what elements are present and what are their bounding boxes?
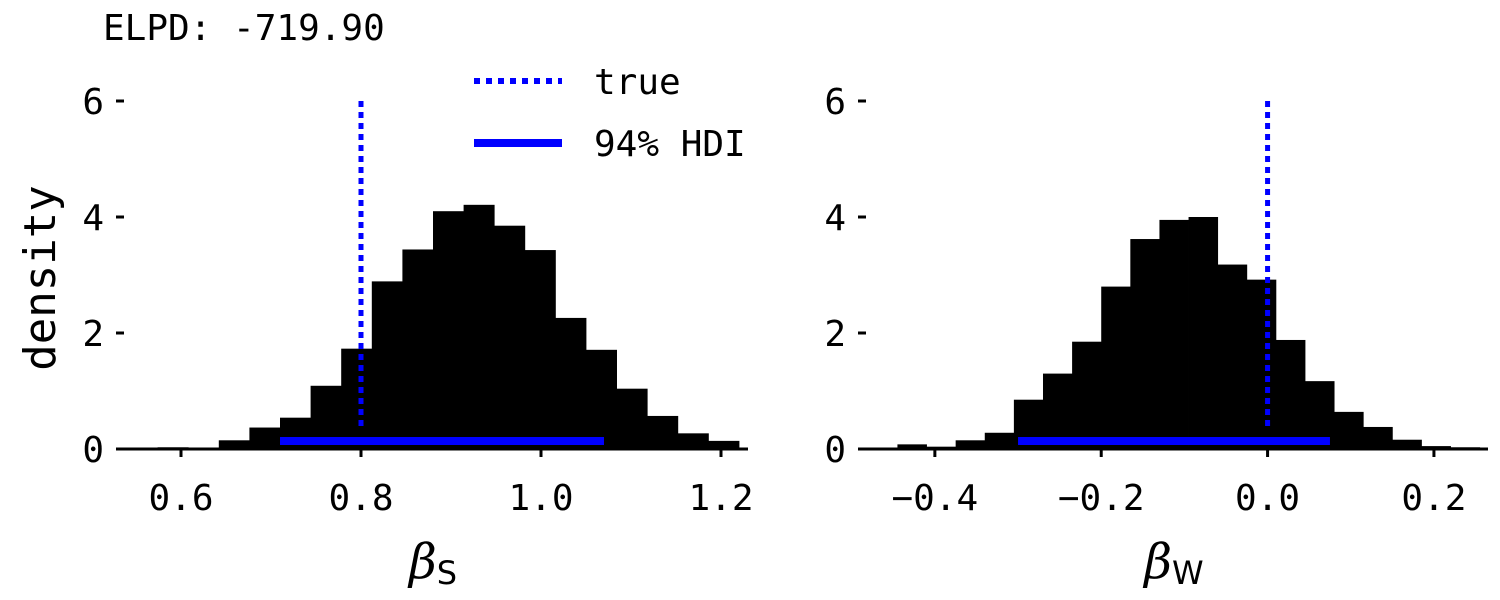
histogram-bar [677,433,709,449]
histogram-bar [708,440,740,449]
y-axis-label: density [15,185,66,370]
x-axis-label: βW [1142,534,1203,592]
legend-hdi-label: 94% HDI [594,124,746,165]
legend-true-label: true [594,62,681,103]
x-tick-label: 0.8 [328,478,393,519]
y-tick-label: 4 [824,198,846,239]
y-tick-label: 6 [824,82,846,123]
panel-beta-s: 0.6 0.8 1.0 1.2 0 2 4 6 βS density [15,82,754,592]
x-tick-label: 0.6 [148,478,213,519]
histogram-bar [955,440,986,449]
y-tick-label: 2 [824,314,846,355]
x-tick-label: 0.2 [1401,478,1466,519]
histogram-bar [984,432,1015,449]
x-tick-label: 1.2 [688,478,753,519]
histogram-bar [371,281,403,449]
histogram-bar [1072,341,1102,449]
histogram-bar [433,211,464,449]
histogram-bar [1188,217,1219,449]
y-tick-label: 4 [82,198,104,239]
histogram-bar [1363,426,1393,449]
y-tick-label: 2 [82,314,104,355]
histogram-bar [1275,339,1306,449]
histogram-bar [1159,219,1189,449]
elpd-label: ELPD: -719.90 [103,8,385,49]
histogram-bar [1392,439,1422,449]
histogram-bar [647,415,679,449]
histogram-bar [463,204,495,449]
x-tick-label: −0.4 [892,478,979,519]
histogram-bar [249,427,281,449]
y-tick-label: 0 [82,430,104,471]
y-tick-label: 0 [824,430,846,471]
histogram-bar [1217,264,1248,449]
panel-beta-w: −0.4 −0.2 0.0 0.2 0 2 4 6 βW [824,82,1488,592]
histogram-bar [897,444,927,449]
histogram-bar [1246,279,1277,449]
x-tick-label: 1.0 [508,478,573,519]
histogram-bar [1042,373,1073,449]
legend: true 94% HDI [474,62,746,165]
histogram-bar [1101,286,1131,449]
histogram-bar [494,225,526,449]
histogram-bar [586,349,617,449]
histogram-bar [402,249,434,449]
y-tick-label: 6 [82,82,104,123]
x-tick-label: 0.0 [1235,478,1300,519]
histogram-bar [341,348,373,449]
histogram-bar [1334,411,1364,449]
histogram-bar [1130,239,1160,449]
histogram-bar [524,250,556,449]
histogram-bar [616,388,648,449]
histogram-bar [555,317,587,449]
histogram-bar [218,440,250,449]
x-axis-label: βS [407,534,457,592]
x-tick-label: −0.2 [1058,478,1145,519]
